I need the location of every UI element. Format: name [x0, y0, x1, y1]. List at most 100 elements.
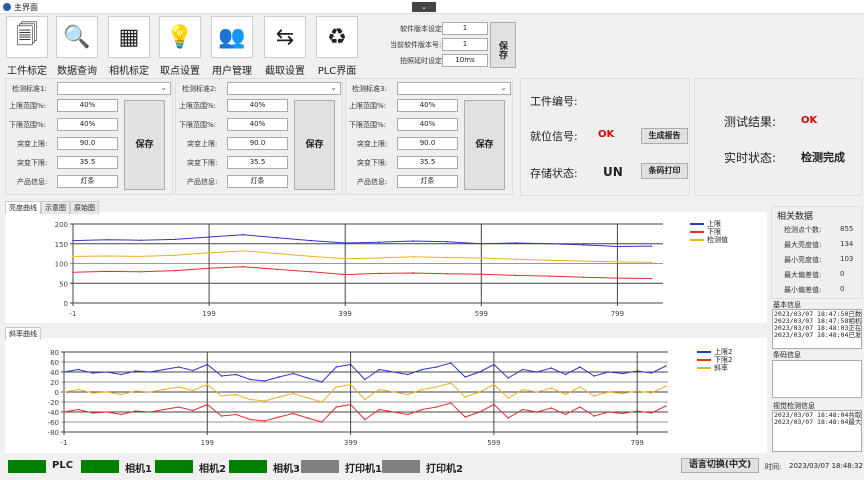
barcode-print-button[interactable]: 条码打印 [641, 163, 688, 179]
data-point [464, 376, 467, 378]
x-tick-label: 799 [631, 439, 644, 447]
status-label: 相机1 [125, 464, 152, 475]
stat-label: 最小偏差值: [784, 286, 822, 294]
data-point [106, 239, 108, 241]
lower-input[interactable]: 40% [227, 118, 288, 131]
data-point [480, 273, 483, 275]
toolbar-button-users[interactable]: 👥 [211, 16, 253, 58]
barcode-info-list[interactable] [772, 360, 862, 398]
data-point [106, 371, 108, 373]
data-point [344, 242, 347, 244]
toolbar-button-document-copy[interactable]: 🗐 [6, 16, 48, 58]
lower-input[interactable]: 40% [397, 118, 458, 131]
product-input[interactable]: 灯条 [397, 175, 458, 188]
upper-input[interactable]: 40% [397, 99, 458, 112]
basic-info-list[interactable]: 2023/03/07 18:47:50已数 2023/03/07 18:47:58… [772, 309, 862, 349]
standard-combo[interactable]: ⌄ [397, 82, 511, 95]
chevron-down-icon[interactable]: ⌄ [412, 2, 436, 12]
toolbar-button-split-arrows[interactable]: ⇆ [264, 16, 306, 58]
standard-save-button[interactable]: 保存 [294, 100, 335, 190]
data-point [550, 407, 553, 409]
data-point [276, 252, 278, 255]
log-line: 2023/03/07 18:48:04已发 [774, 331, 862, 339]
toolbar-button-magnifier-table[interactable]: 🔍 [56, 16, 98, 58]
upper-label: 上限范围%: [349, 102, 387, 110]
slope-chart-panel [5, 338, 767, 453]
software-version-input[interactable]: 1 [442, 22, 488, 35]
data-point [174, 254, 176, 257]
tab-brightness-curve[interactable]: 亮度曲线 [5, 201, 41, 214]
vision-info-list[interactable]: 2023/03/07 18:48:04共取 2023/03/07 18:48:04… [772, 410, 862, 452]
standard-combo[interactable]: ⌄ [227, 82, 341, 95]
y-tick-label: 60 [50, 359, 59, 367]
legend-item-lower: 下限 [690, 228, 728, 236]
standard-panel-3: 检测标准3: ⌄ 上限范围%: 40% 下限范围%: 40% 突变上限: 90.0 突变下限: 3… [345, 78, 513, 195]
standard-save-button[interactable]: 保存 [124, 100, 165, 190]
y-tick-label: 50 [59, 280, 68, 288]
data-point [493, 383, 495, 386]
y-tick-label: 40 [50, 369, 59, 377]
data-point [106, 255, 108, 257]
jump-down-label: 突变下限: [357, 159, 388, 167]
jump-up-label: 突变上限: [17, 140, 48, 148]
upper-input[interactable]: 40% [227, 99, 288, 112]
jump-down-input[interactable]: 35.5 [397, 156, 458, 169]
jump-down-input[interactable]: 35.5 [57, 156, 118, 169]
data-point [548, 259, 551, 262]
upper-input[interactable]: 40% [57, 99, 118, 112]
data-point [208, 267, 210, 270]
stat-label: 最小亮度值: [784, 256, 822, 264]
data-point [278, 376, 280, 378]
product-input[interactable]: 灯条 [227, 175, 288, 188]
storage-value: UN [603, 165, 623, 179]
tab-schematic[interactable]: 示意图 [41, 201, 70, 214]
standard-combo[interactable]: ⌄ [57, 82, 171, 95]
jump-up-input[interactable]: 90.0 [397, 137, 458, 150]
brightness-chart-panel [5, 212, 767, 323]
jump-up-input[interactable]: 90.0 [57, 137, 118, 150]
lower-label: 下限范围%: [349, 121, 387, 129]
data-point [521, 408, 524, 411]
jump-up-input[interactable]: 90.0 [227, 137, 288, 150]
data-point [120, 373, 123, 376]
data-point [480, 242, 483, 245]
standard-save-button[interactable]: 保存 [464, 100, 505, 190]
data-point [536, 391, 538, 393]
tab-slope-curve[interactable]: 斜率曲线 [5, 327, 41, 340]
data-point [77, 368, 80, 371]
delay-input[interactable]: 10ms [442, 54, 488, 67]
y-tick-label: -80 [48, 429, 59, 437]
software-version-label: 软件版本设定: [400, 25, 445, 33]
generate-report-button[interactable]: 生成报告 [641, 128, 688, 144]
x-tick-label: -1 [70, 310, 77, 318]
data-point [208, 236, 210, 238]
data-point [249, 398, 252, 401]
data-point [435, 366, 438, 368]
language-switch-button[interactable]: 语言切换(中文) [681, 458, 759, 473]
data-point [412, 255, 415, 258]
data-point [536, 371, 538, 373]
toolbar-button-checkerboard[interactable]: ▦ [108, 16, 150, 58]
version-save-button[interactable]: 保存 [490, 22, 516, 68]
data-point [435, 386, 438, 388]
jump-down-input[interactable]: 35.5 [227, 156, 288, 169]
data-point [579, 386, 581, 388]
data-point [550, 367, 553, 369]
data-point [77, 388, 80, 391]
data-point [140, 270, 142, 273]
lower-input[interactable]: 40% [57, 118, 118, 131]
document-copy-icon: 🗐 [16, 23, 38, 48]
data-point [106, 270, 108, 273]
data-point [177, 366, 180, 368]
toolbar-button-lightbulb-arrow[interactable]: 💡 [159, 16, 201, 58]
data-point [220, 395, 223, 397]
users-icon: 👥 [218, 24, 246, 50]
product-label: 产品信息: [187, 178, 218, 186]
current-version-input[interactable]: 1 [442, 38, 488, 51]
data-point [548, 275, 551, 277]
log-line: 2023/03/07 18:47:50已数 [774, 310, 862, 318]
data-point [493, 363, 495, 366]
product-input[interactable]: 灯条 [57, 175, 118, 188]
tab-raw-image[interactable]: 原始图 [70, 201, 99, 214]
toolbar-button-refresh[interactable]: ♻ [316, 16, 358, 58]
